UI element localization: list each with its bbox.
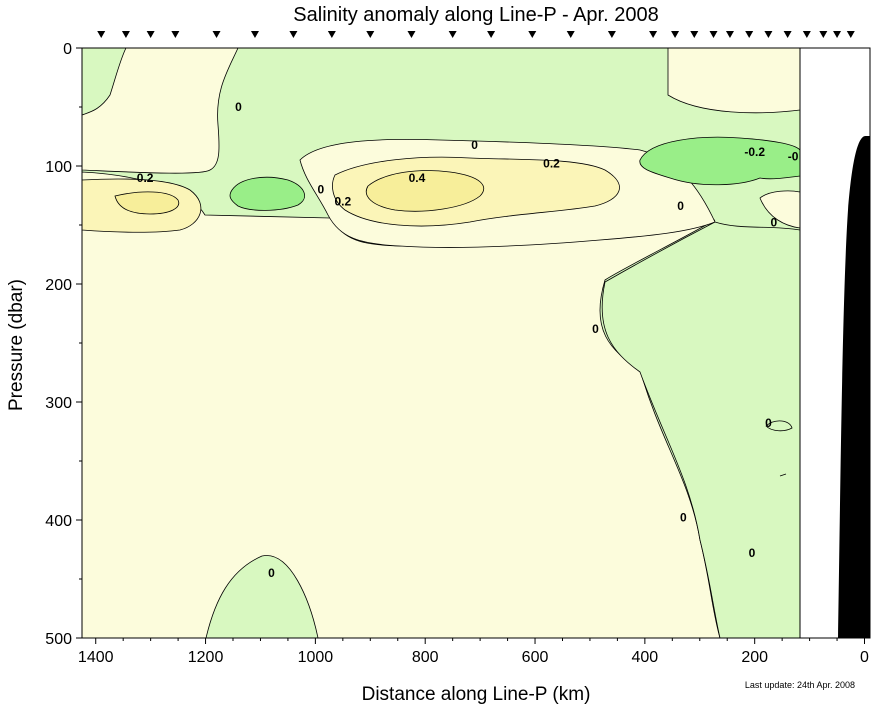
- x-tick-label: 600: [522, 649, 549, 666]
- last-update-note: Last update: 24th Apr. 2008: [745, 680, 855, 690]
- station-marker: [250, 31, 259, 38]
- station-marker: [725, 31, 734, 38]
- contour-label: 0: [592, 322, 599, 336]
- bathymetry: [838, 135, 870, 639]
- contour-fill-pos-left-inner: [114, 191, 180, 215]
- station-marker: [528, 31, 537, 38]
- contour-fill-right-green: [601, 221, 800, 638]
- plot-area: [81, 47, 871, 639]
- contour-fills: [82, 48, 800, 638]
- station-marker: [171, 31, 180, 38]
- station-marker: [212, 31, 221, 38]
- y-tick-label: 500: [45, 631, 72, 648]
- contour-label: 0: [268, 566, 275, 580]
- y-tick-label: 100: [45, 159, 72, 176]
- contour-fill-pos-mid-inner: [366, 170, 485, 212]
- station-marker: [487, 31, 496, 38]
- station-marker: [607, 31, 616, 38]
- x-tick-label: 1200: [188, 649, 224, 666]
- y-axis: 0 100 200 300 400 500: [45, 41, 82, 648]
- station-marker: [407, 31, 416, 38]
- contour-fill-neg-left: [229, 176, 305, 211]
- station-marker: [289, 31, 298, 38]
- contour-labels: 0 0.2 0 0.2 0.4 0 0.2 -0.2 -0 0 0 0 0 0 0 0: [137, 100, 799, 580]
- contour-fill-neg-right: [639, 136, 800, 186]
- station-marker: [97, 31, 106, 38]
- station-marker: [833, 31, 842, 38]
- contour-label: 0: [318, 183, 325, 197]
- contour-label: 0: [471, 138, 478, 152]
- contour-label: 0.4: [409, 171, 426, 185]
- contour-label: 0: [235, 100, 242, 114]
- y-tick-label: 0: [63, 41, 72, 58]
- x-tick-label: 1400: [78, 649, 114, 666]
- chart-title: Salinity anomaly along Line-P - Apr. 200…: [293, 4, 658, 26]
- y-axis-label: Pressure (dbar): [6, 279, 27, 411]
- contour-fill-right-zero-patch: [759, 190, 800, 229]
- station-marker: [819, 31, 828, 38]
- station-marker: [366, 31, 375, 38]
- station-marker: [846, 31, 855, 38]
- station-markers: [97, 31, 855, 38]
- station-marker: [146, 31, 155, 38]
- station-marker: [566, 31, 575, 38]
- station-marker: [783, 31, 792, 38]
- contour-label: 0: [680, 511, 687, 525]
- x-tick-label: 800: [412, 649, 439, 666]
- contour-label: -0: [788, 150, 799, 164]
- contour-fill-zero-to-pos: [82, 48, 239, 174]
- contour-label: 0: [765, 416, 772, 430]
- y-tick-label: 300: [45, 395, 72, 412]
- y-tick-label: 200: [45, 277, 72, 294]
- x-tick-label: 0: [860, 649, 869, 666]
- station-marker: [448, 31, 457, 38]
- station-marker: [802, 31, 811, 38]
- x-axis-label: Distance along Line-P (km): [362, 684, 591, 705]
- contour-label: 0: [677, 199, 684, 213]
- contour-label: -0.2: [744, 145, 765, 159]
- station-marker: [649, 31, 658, 38]
- y-tick-label: 400: [45, 513, 72, 530]
- contour-fill-top-right-zero: [667, 48, 800, 114]
- x-tick-label: 400: [632, 649, 659, 666]
- station-marker: [709, 31, 718, 38]
- station-marker: [745, 31, 754, 38]
- x-axis: 1400 1200 1000 800 600 400 200 0: [78, 638, 869, 666]
- contour-label: 0.2: [543, 157, 560, 171]
- station-marker: [671, 31, 680, 38]
- station-marker: [690, 31, 699, 38]
- contour-fill-bottom-green: [205, 555, 319, 638]
- x-tick-label: 200: [741, 649, 768, 666]
- contour-label: 0.2: [334, 194, 351, 208]
- station-marker: [764, 31, 773, 38]
- contour-small-loop: [765, 420, 793, 432]
- contour-label: 0.2: [137, 171, 154, 185]
- station-marker: [121, 31, 130, 38]
- station-marker: [327, 31, 336, 38]
- contour-small-mark: [779, 473, 787, 477]
- x-tick-label: 1000: [298, 649, 334, 666]
- contour-label: 0: [749, 546, 756, 560]
- contour-label: 0: [771, 216, 778, 230]
